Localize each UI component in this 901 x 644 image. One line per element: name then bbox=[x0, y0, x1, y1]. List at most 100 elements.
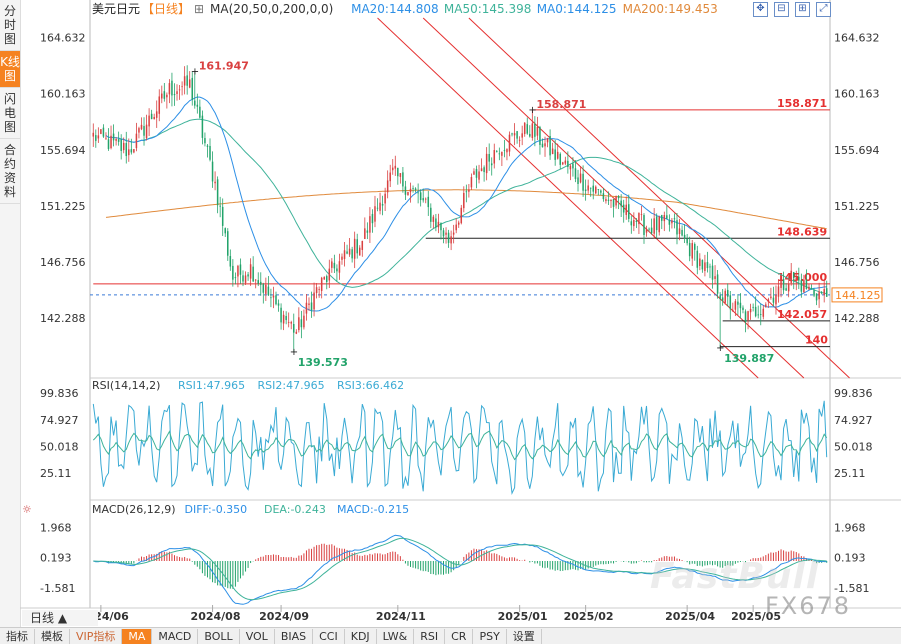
toolbar-item-5[interactable]: BOLL bbox=[198, 628, 240, 644]
rsi-slow-line bbox=[92, 430, 828, 461]
candle-body bbox=[227, 231, 229, 256]
candle-body bbox=[493, 150, 496, 164]
candle-body bbox=[825, 288, 828, 297]
candle-body bbox=[97, 135, 100, 139]
xtick-label-5: 2025/02 bbox=[564, 610, 614, 623]
rsi-ytick-left-1: 74.927 bbox=[40, 414, 79, 427]
candle-body bbox=[610, 199, 612, 202]
toolbar-item-6[interactable]: VOL bbox=[240, 628, 275, 644]
toolbar-item-14[interactable]: 设置 bbox=[507, 628, 542, 644]
channel-line-0 bbox=[377, 17, 759, 379]
candle-body bbox=[356, 239, 358, 254]
toolbar-item-12[interactable]: CR bbox=[445, 628, 474, 644]
toolbar-item-10[interactable]: LW& bbox=[377, 628, 415, 644]
candle-body bbox=[798, 276, 800, 281]
candle-body bbox=[419, 192, 422, 201]
candle-body bbox=[369, 216, 371, 233]
period-button[interactable]: 日线 ▲ bbox=[22, 610, 98, 626]
toolbar-item-11[interactable]: RSI bbox=[414, 628, 446, 644]
candle-body bbox=[663, 214, 666, 222]
main-ytick-right-4: 146.756 bbox=[834, 256, 880, 269]
main-ytick-left-2: 155.694 bbox=[40, 144, 86, 157]
candle-body bbox=[100, 129, 102, 134]
candle-body bbox=[155, 111, 158, 118]
candle-body bbox=[716, 274, 719, 294]
toolbar-item-4[interactable]: MACD bbox=[152, 628, 199, 644]
sidebar-tab-1[interactable]: K线图 bbox=[0, 51, 20, 88]
candle-body bbox=[622, 204, 625, 213]
current-price-box bbox=[831, 287, 883, 303]
candle-body bbox=[389, 172, 391, 182]
candle-body bbox=[145, 124, 148, 138]
candle-body bbox=[757, 314, 759, 316]
toolbar-item-13[interactable]: PSY bbox=[473, 628, 507, 644]
candle-body bbox=[450, 236, 452, 244]
candle-body bbox=[176, 91, 178, 94]
toolbar-item-8[interactable]: CCI bbox=[313, 628, 345, 644]
sidebar-tab-2[interactable]: 闪电图 bbox=[0, 88, 20, 139]
sidebar: 分时图 K线图 闪电图 合约资料 bbox=[0, 0, 21, 627]
ma-legend-4: MA200:149.453 bbox=[623, 2, 718, 16]
extreme-label-3: 139.887 bbox=[724, 352, 774, 365]
candle-body bbox=[313, 292, 315, 310]
xtick-label-6: 2025/04 bbox=[665, 610, 715, 623]
candle-body bbox=[412, 188, 414, 189]
extreme-label-1: 139.573 bbox=[298, 356, 348, 369]
candle-body bbox=[199, 106, 201, 118]
candle-body bbox=[138, 128, 140, 133]
candle-body bbox=[188, 79, 191, 88]
candle-body bbox=[803, 279, 805, 293]
candle-body bbox=[579, 173, 582, 183]
candle-body bbox=[102, 127, 105, 137]
toolbar-item-9[interactable]: KDJ bbox=[345, 628, 377, 644]
candle-body bbox=[320, 277, 323, 291]
toolbar-item-2[interactable]: VIP指标 bbox=[70, 628, 123, 644]
fullscreen-icon[interactable]: ⤢ bbox=[816, 2, 831, 17]
candle-body bbox=[447, 232, 450, 243]
toolbar-item-0[interactable]: 指标 bbox=[0, 628, 35, 644]
crosshair-icon[interactable]: ✥ bbox=[753, 2, 768, 17]
zoom-in-icon[interactable]: ⊞ bbox=[795, 2, 810, 17]
toolbar-item-3[interactable]: MA bbox=[122, 628, 153, 644]
macd-ytick-left-0: 1.968 bbox=[40, 522, 72, 535]
candle-body bbox=[490, 163, 493, 166]
candle-body bbox=[513, 133, 516, 136]
candle-body bbox=[130, 149, 133, 153]
rsi-ytick-left-3: 25.11 bbox=[40, 467, 72, 480]
extreme-marker-2: + bbox=[528, 105, 536, 116]
candle-body bbox=[384, 193, 386, 204]
candle-body bbox=[600, 190, 602, 193]
macd-dea-line bbox=[93, 537, 827, 601]
candle-body bbox=[633, 220, 635, 227]
xtick-label-3: 2024/11 bbox=[376, 610, 426, 623]
candle-body bbox=[554, 149, 556, 160]
candle-body bbox=[732, 310, 734, 312]
toolbar-item-7[interactable]: BIAS bbox=[275, 628, 314, 644]
candle-body bbox=[221, 206, 224, 226]
level-label-0: 158.871 bbox=[777, 97, 827, 110]
candle-body bbox=[544, 143, 546, 147]
candle-body bbox=[125, 143, 128, 157]
candle-body bbox=[397, 167, 399, 177]
candle-body bbox=[630, 221, 633, 226]
candle-body bbox=[143, 126, 145, 136]
candle-body bbox=[605, 199, 607, 202]
candle-body bbox=[551, 148, 554, 155]
candle-body bbox=[194, 100, 196, 106]
candle-body bbox=[242, 275, 244, 282]
zoom-out-icon[interactable]: ⊟ bbox=[774, 2, 789, 17]
candle-body bbox=[625, 204, 627, 215]
candle-body bbox=[381, 204, 384, 206]
toolbar-item-1[interactable]: 模板 bbox=[35, 628, 70, 644]
header-text-0: 美元日元 bbox=[92, 2, 140, 16]
candle-body bbox=[239, 264, 242, 275]
sidebar-tab-0[interactable]: 分时图 bbox=[0, 0, 20, 51]
candle-body bbox=[574, 168, 577, 179]
sidebar-tab-3[interactable]: 合约资料 bbox=[0, 139, 20, 204]
extreme-marker-3: + bbox=[716, 343, 724, 354]
candle-body bbox=[726, 289, 729, 297]
candle-body bbox=[612, 199, 615, 207]
ma-legend-3: MA0:144.125 bbox=[537, 2, 617, 16]
rsi-ytick-right-0: 99.836 bbox=[834, 387, 873, 400]
candle-body bbox=[567, 160, 569, 167]
